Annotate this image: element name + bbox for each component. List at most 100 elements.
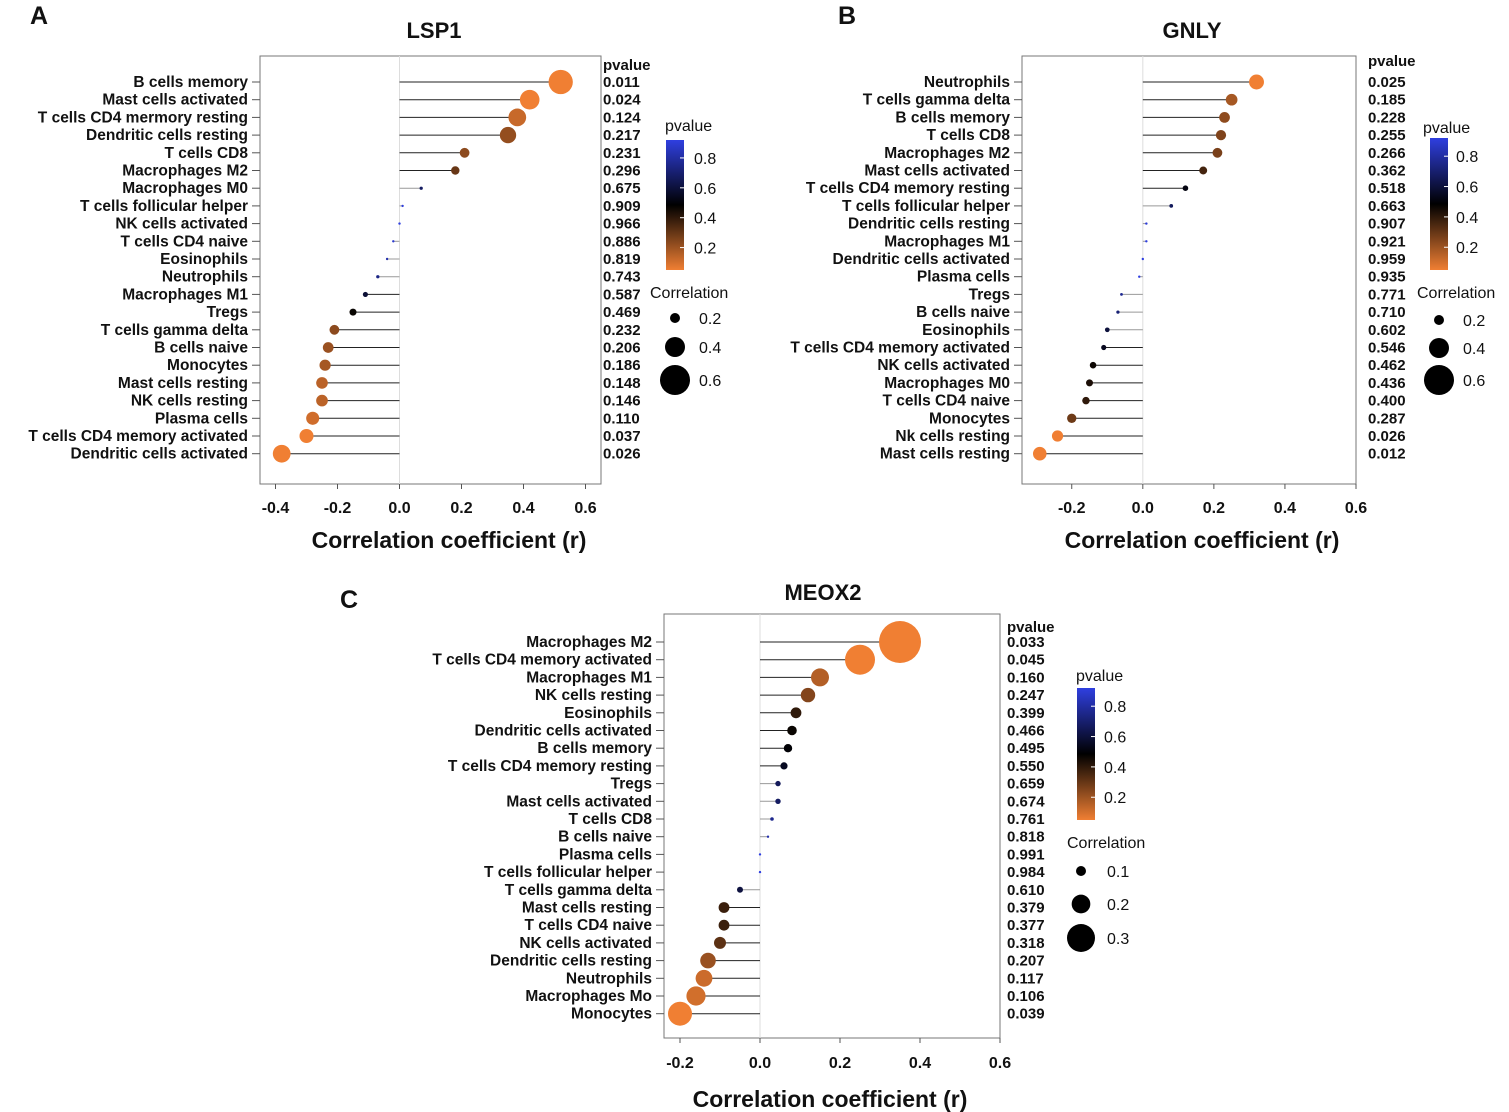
size-legend-label: 0.3 [1107, 931, 1129, 948]
pvalue-label: 0.886 [603, 233, 641, 250]
pvalue-label: 0.675 [603, 180, 641, 197]
lollipop-point [783, 744, 793, 753]
pvalue-label: 0.011 [603, 74, 640, 91]
x-tick-label: 0.2 [1203, 500, 1225, 517]
category-label: B cells naive [916, 304, 1010, 321]
lollipop-point [1082, 396, 1090, 405]
x-tick-label: 0.4 [512, 500, 534, 517]
panel-label: A [30, 2, 48, 30]
pvalue-label: 0.117 [1007, 970, 1044, 987]
pvalue-label: 0.761 [1007, 811, 1045, 828]
category-label: Macrophages M1 [122, 286, 248, 303]
pvalue-label: 0.185 [1368, 92, 1406, 109]
chart-title: LSP1 [406, 18, 461, 43]
pvalue-label: 0.710 [1368, 304, 1406, 321]
size-legend-dot [660, 365, 690, 395]
lollipop-point [508, 108, 527, 127]
pvalue-label: 0.160 [1007, 669, 1045, 686]
category-label: Macrophages M0 [122, 180, 248, 197]
category-label: Macrophages Mo [525, 988, 652, 1005]
lollipop-point [376, 275, 380, 279]
pvalue-label: 0.771 [1368, 286, 1406, 303]
lollipop-point [811, 668, 829, 687]
pvalue-label: 0.935 [1368, 269, 1406, 286]
category-label: Plasma cells [559, 846, 652, 863]
size-legend-dot [1424, 365, 1454, 395]
pvalue-label: 0.602 [1368, 322, 1406, 339]
lollipop-point [1215, 129, 1227, 141]
x-tick-label: 0.4 [1274, 500, 1296, 517]
lollipop-point [790, 707, 802, 719]
color-bar-tick-label: 0.8 [694, 151, 716, 168]
plot-frame [259, 55, 602, 485]
x-tick-label: 0.0 [749, 1055, 771, 1072]
lollipop-point [1141, 257, 1145, 261]
category-label: Macrophages M2 [884, 145, 1010, 162]
category-label: Macrophages M1 [526, 669, 652, 686]
lollipop-point [398, 222, 401, 225]
color-bar [1430, 138, 1448, 270]
size-legend-title: Correlation [1067, 835, 1145, 852]
category-label: T cells follicular helper [80, 198, 248, 215]
pvalue-header: pvalue [603, 57, 651, 74]
lollipop-point [451, 166, 460, 175]
color-legend-title: pvalue [1076, 668, 1123, 685]
pvalue-label: 0.106 [1007, 988, 1045, 1005]
lollipop-point [787, 725, 797, 736]
color-bar [666, 140, 684, 270]
lollipop-point [349, 308, 357, 316]
category-label: B cells memory [537, 740, 652, 757]
category-label: Eosinophils [564, 705, 652, 722]
pvalue-label: 0.921 [1368, 233, 1406, 250]
x-tick-label: 0.6 [574, 500, 596, 517]
lollipop-point [499, 126, 517, 144]
lollipop-point [718, 902, 730, 913]
size-legend-label: 0.2 [1107, 897, 1129, 914]
x-axis-label: Correlation coefficient (r) [312, 527, 587, 553]
lollipop-point [316, 377, 328, 389]
lollipop-point [718, 919, 730, 931]
lollipop-point [1104, 327, 1110, 333]
color-bar-tick-label: 0.6 [1104, 730, 1126, 747]
pvalue-label: 0.818 [1007, 829, 1045, 846]
size-legend-label: 0.2 [1463, 313, 1485, 330]
category-label: Mast cells resting [880, 446, 1010, 463]
lollipop-point [1249, 74, 1264, 90]
lollipop-point [419, 186, 423, 190]
category-label: B cells naive [154, 340, 248, 357]
pvalue-label: 0.610 [1007, 882, 1045, 899]
category-label: NK cells activated [519, 935, 652, 952]
panel-c: C MEOX2 -0.2 0.0 0.2 0.4 0.6 Correlation coeffi… [340, 580, 1145, 1112]
lollipop-point [1138, 275, 1141, 278]
lollipop-point [319, 359, 331, 371]
pvalue-label: 0.399 [1007, 705, 1045, 722]
lollipop-point [322, 342, 334, 353]
x-axis-label: Correlation coefficient (r) [1065, 527, 1340, 553]
pvalue-label: 0.110 [603, 410, 640, 427]
pvalue-label: 0.546 [1368, 340, 1406, 357]
size-legend-dot [1067, 924, 1095, 952]
category-label: Monocytes [571, 1006, 652, 1023]
lollipop-point [362, 291, 368, 297]
lollipop-point [770, 817, 774, 821]
category-label: Plasma cells [917, 269, 1010, 286]
x-tick-label: 0.6 [989, 1055, 1011, 1072]
category-label: Dendritic cells activated [475, 723, 652, 740]
pvalue-label: 0.362 [1368, 163, 1406, 180]
category-label: T cells CD4 memory activated [432, 652, 652, 669]
pvalue-label: 0.045 [1007, 652, 1045, 669]
category-label: Tregs [969, 286, 1010, 303]
size-legend-dot [1076, 866, 1086, 876]
lollipop-point [1086, 379, 1094, 387]
x-tick-label: 0.2 [829, 1055, 851, 1072]
category-label: NK cells resting [131, 393, 248, 410]
color-bar-tick-label: 0.2 [1104, 790, 1126, 807]
lollipop-point [272, 444, 291, 463]
lollipop-point [1051, 430, 1064, 442]
lollipop-point [775, 780, 781, 787]
color-bar-tick-label: 0.2 [694, 241, 716, 258]
category-label: T cells CD4 memory resting [448, 758, 652, 775]
category-label: Macrophages M0 [884, 375, 1010, 392]
chart-title: MEOX2 [784, 580, 861, 605]
size-legend-label: 0.6 [1463, 373, 1485, 390]
